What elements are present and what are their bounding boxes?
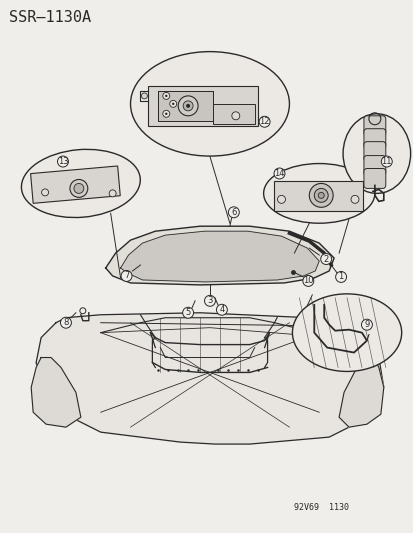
Bar (31, 166, 120, 203)
Text: 4: 4 (219, 305, 224, 314)
Text: 92V69  1130: 92V69 1130 (294, 503, 349, 512)
Polygon shape (338, 354, 383, 427)
Text: 2: 2 (323, 255, 328, 263)
Text: 12: 12 (259, 117, 269, 126)
FancyBboxPatch shape (363, 142, 385, 161)
Circle shape (74, 183, 83, 193)
Circle shape (277, 196, 285, 203)
Polygon shape (31, 358, 81, 427)
FancyBboxPatch shape (363, 129, 385, 149)
Text: 9: 9 (363, 320, 369, 329)
Circle shape (259, 116, 269, 127)
Circle shape (302, 276, 313, 286)
Ellipse shape (292, 294, 401, 372)
Circle shape (178, 96, 197, 116)
Circle shape (169, 100, 176, 107)
Text: 5: 5 (185, 308, 190, 317)
Text: SSR–1130A: SSR–1130A (9, 10, 91, 26)
Circle shape (380, 156, 391, 167)
Bar (158, 91, 212, 121)
Text: 8: 8 (63, 318, 69, 327)
Text: 13: 13 (57, 157, 68, 166)
Circle shape (335, 271, 346, 282)
Circle shape (273, 168, 284, 179)
Circle shape (216, 304, 227, 315)
Circle shape (109, 190, 116, 197)
Circle shape (182, 308, 193, 318)
Circle shape (60, 317, 71, 328)
Ellipse shape (263, 164, 374, 223)
Circle shape (42, 189, 48, 196)
Text: 1: 1 (338, 272, 343, 281)
Text: 7: 7 (123, 271, 129, 280)
Circle shape (172, 103, 174, 105)
Circle shape (228, 207, 239, 218)
Bar (148, 86, 257, 126)
Ellipse shape (342, 114, 410, 193)
Circle shape (121, 270, 132, 281)
Text: 11: 11 (381, 157, 391, 166)
Text: 10: 10 (302, 277, 313, 286)
Circle shape (186, 104, 190, 108)
FancyBboxPatch shape (363, 116, 385, 136)
Polygon shape (120, 231, 318, 282)
Text: 3: 3 (207, 296, 212, 305)
Circle shape (165, 112, 167, 115)
Circle shape (231, 112, 239, 120)
Bar (273, 181, 362, 211)
Circle shape (162, 92, 169, 99)
Text: 14: 14 (273, 169, 284, 178)
Ellipse shape (130, 52, 289, 156)
Circle shape (57, 156, 68, 167)
Circle shape (313, 188, 328, 203)
Circle shape (70, 180, 88, 197)
Polygon shape (105, 226, 333, 285)
FancyBboxPatch shape (363, 156, 385, 175)
Circle shape (309, 183, 332, 207)
Circle shape (162, 110, 169, 117)
Ellipse shape (21, 149, 140, 217)
Circle shape (318, 192, 323, 198)
Circle shape (183, 101, 192, 111)
Polygon shape (36, 313, 383, 444)
FancyBboxPatch shape (363, 168, 385, 188)
Circle shape (165, 95, 167, 97)
Circle shape (204, 295, 215, 306)
Circle shape (141, 93, 147, 99)
Circle shape (350, 196, 358, 203)
Text: 6: 6 (230, 208, 236, 217)
Circle shape (361, 319, 371, 330)
Bar (212, 104, 254, 124)
Circle shape (320, 254, 331, 264)
